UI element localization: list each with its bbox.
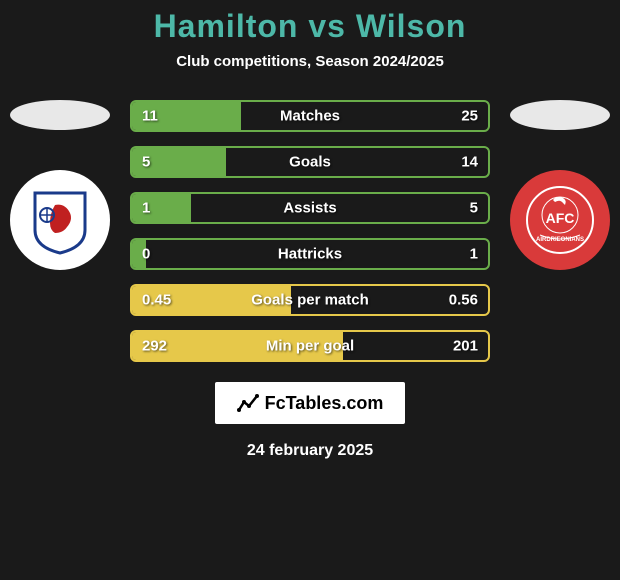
date-label: 24 february 2025 — [247, 442, 373, 460]
player-left-photo — [10, 100, 110, 130]
stat-value-left: 0 — [142, 246, 150, 263]
stat-bar-matches: 11 Matches 25 — [130, 100, 490, 132]
stat-value-right: 0.56 — [449, 292, 478, 309]
stat-fill-left — [132, 194, 191, 222]
comparison-container: Hamilton vs Wilson Club competitions, Se… — [0, 0, 620, 460]
stat-bar-goals: 5 Goals 14 — [130, 146, 490, 178]
stat-value-right: 1 — [470, 246, 478, 263]
stat-label: Assists — [283, 200, 336, 217]
brand-box[interactable]: FcTables.com — [215, 382, 406, 424]
brand-label: FcTables.com — [265, 393, 384, 414]
stat-value-left: 5 — [142, 154, 150, 171]
stat-bar-min-per-goal: 292 Min per goal 201 — [130, 330, 490, 362]
stat-bar-hattricks: 0 Hattricks 1 — [130, 238, 490, 270]
player-right-column: AFC AIRDRIEONIANS — [510, 100, 610, 270]
footer: FcTables.com 24 february 2025 — [0, 382, 620, 460]
stat-bar-goals-per-match: 0.45 Goals per match 0.56 — [130, 284, 490, 316]
stat-value-right: 25 — [461, 108, 478, 125]
subtitle: Club competitions, Season 2024/2025 — [0, 53, 620, 70]
chart-icon — [237, 392, 259, 414]
stat-value-left: 11 — [142, 108, 158, 125]
shield-lion-icon — [25, 185, 95, 255]
player-left-column — [10, 100, 110, 270]
stat-value-left: 0.45 — [142, 292, 171, 309]
page-title: Hamilton vs Wilson — [0, 8, 620, 45]
afc-badge-icon: AFC AIRDRIEONIANS — [525, 185, 595, 255]
club-badge-left — [10, 170, 110, 270]
stat-label: Goals — [289, 154, 331, 171]
stats-column: 11 Matches 25 5 Goals 14 1 Assists 5 0 H… — [130, 100, 490, 362]
svg-text:AIRDRIEONIANS: AIRDRIEONIANS — [536, 237, 584, 243]
stat-value-left: 1 — [142, 200, 150, 217]
stat-value-right: 5 — [470, 200, 478, 217]
svg-text:AFC: AFC — [546, 210, 575, 226]
stat-value-right: 14 — [461, 154, 478, 171]
player-right-photo — [510, 100, 610, 130]
stat-value-right: 201 — [453, 338, 478, 355]
stat-bar-assists: 1 Assists 5 — [130, 192, 490, 224]
stat-value-left: 292 — [142, 338, 167, 355]
stat-label: Goals per match — [251, 292, 369, 309]
main-area: 11 Matches 25 5 Goals 14 1 Assists 5 0 H… — [0, 100, 620, 362]
stat-label: Hattricks — [278, 246, 342, 263]
stat-label: Matches — [280, 108, 340, 125]
club-badge-right: AFC AIRDRIEONIANS — [510, 170, 610, 270]
stat-label: Min per goal — [266, 338, 354, 355]
